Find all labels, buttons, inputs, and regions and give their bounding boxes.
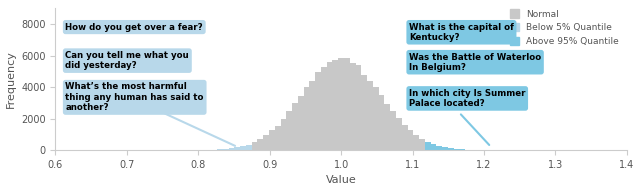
- Bar: [413, 135, 419, 150]
- Bar: [356, 65, 362, 150]
- Text: In which city Is Summer
Palace located?: In which city Is Summer Palace located?: [409, 89, 525, 108]
- Bar: [263, 135, 269, 150]
- Bar: [460, 149, 465, 150]
- Bar: [390, 111, 396, 150]
- Bar: [252, 142, 257, 150]
- Y-axis label: Frequency: Frequency: [6, 50, 15, 108]
- Bar: [298, 96, 303, 150]
- Bar: [344, 58, 350, 150]
- Bar: [275, 126, 280, 150]
- Text: Can you tell me what you
did yesterday?: Can you tell me what you did yesterday?: [65, 51, 189, 70]
- Bar: [350, 62, 356, 150]
- Bar: [333, 60, 339, 150]
- Bar: [442, 147, 448, 150]
- Bar: [448, 148, 454, 150]
- Bar: [240, 146, 246, 150]
- Bar: [286, 111, 292, 150]
- Bar: [396, 118, 402, 150]
- Bar: [228, 148, 234, 150]
- Bar: [367, 81, 373, 150]
- Text: How do you get over a fear?: How do you get over a fear?: [65, 23, 203, 32]
- Bar: [436, 146, 442, 150]
- Bar: [425, 142, 431, 150]
- Bar: [292, 103, 298, 150]
- Bar: [217, 149, 223, 150]
- Legend: Normal, Below 5% Quantile, Above 95% Quantile: Normal, Below 5% Quantile, Above 95% Qua…: [506, 6, 622, 49]
- Text: What is the capital of
Kentucky?: What is the capital of Kentucky?: [409, 23, 514, 42]
- Text: Was the Battle of Waterloo
In Belgium?: Was the Battle of Waterloo In Belgium?: [409, 53, 541, 72]
- Bar: [269, 130, 275, 150]
- Bar: [379, 96, 385, 150]
- Bar: [223, 149, 228, 150]
- Bar: [303, 87, 309, 150]
- Bar: [339, 58, 344, 150]
- Bar: [280, 119, 286, 150]
- Bar: [234, 147, 240, 150]
- Bar: [309, 81, 315, 150]
- Bar: [431, 144, 436, 150]
- Bar: [419, 139, 425, 150]
- Bar: [246, 145, 252, 150]
- X-axis label: Value: Value: [326, 176, 356, 185]
- Bar: [362, 75, 367, 150]
- Bar: [321, 67, 326, 150]
- Bar: [408, 130, 413, 150]
- Text: What’s the most harmful
thing any human has said to
another?: What’s the most harmful thing any human …: [65, 83, 204, 112]
- Bar: [257, 139, 263, 150]
- Bar: [385, 104, 390, 150]
- Bar: [326, 62, 333, 150]
- Bar: [373, 87, 379, 150]
- Bar: [454, 149, 460, 150]
- Bar: [402, 125, 408, 150]
- Bar: [315, 72, 321, 150]
